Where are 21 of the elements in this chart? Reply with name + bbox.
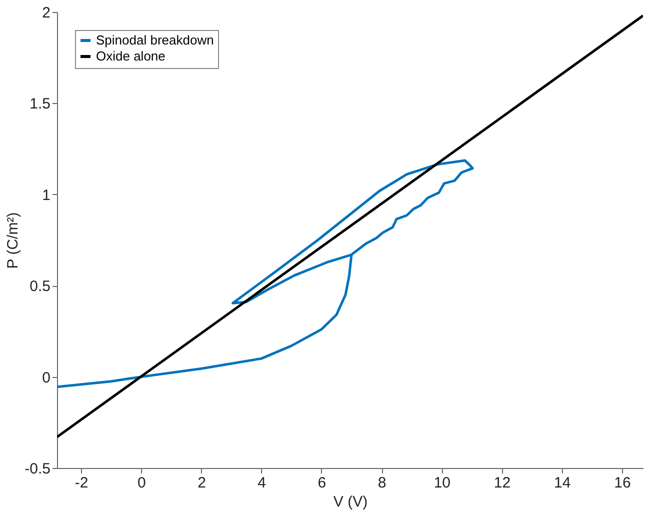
x-tick-label: 4 <box>258 474 266 492</box>
x-tick-label: 12 <box>494 474 511 492</box>
line-series <box>57 159 474 388</box>
x-tick-label: 0 <box>137 474 146 492</box>
y-tick-label: -0.5 <box>24 460 50 478</box>
y-tick-label: 0.5 <box>30 278 50 296</box>
y-tick-label: 0 <box>42 369 50 386</box>
x-tick-label: 2 <box>198 474 206 492</box>
x-tick-label: 10 <box>434 474 450 492</box>
x-tick-label: 14 <box>554 474 571 492</box>
x-tick-label: 6 <box>318 474 326 492</box>
legend-label: Spinodal breakdown <box>96 32 214 48</box>
y-axis-title: P (C/m²) <box>4 212 22 269</box>
x-tick-label: 16 <box>614 474 631 492</box>
x-tick-label: -2 <box>74 474 88 492</box>
y-tick-label: 1.5 <box>30 96 50 113</box>
x-tick-label: 8 <box>378 474 386 492</box>
legend-label: Oxide alone <box>96 48 166 64</box>
y-tick-label: 2 <box>42 4 50 22</box>
x-axis-title: V (V) <box>333 494 368 510</box>
y-tick-label: 1 <box>42 186 50 204</box>
